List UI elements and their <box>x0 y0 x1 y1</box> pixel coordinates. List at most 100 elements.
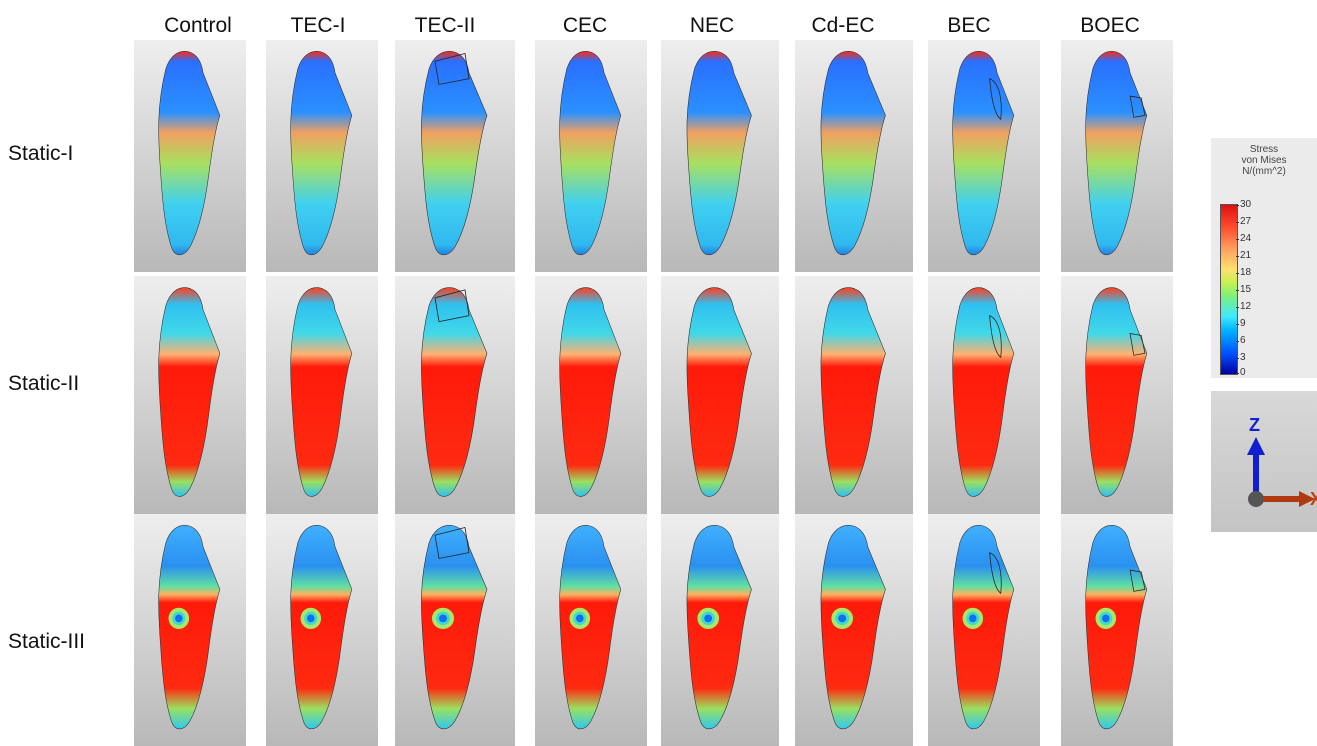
axis-triad-graphic: Z X <box>1247 415 1317 509</box>
legend-tick: 3 <box>1236 352 1246 363</box>
column-label-boec: BOEC <box>1080 14 1140 37</box>
tooth-model <box>952 287 1015 497</box>
row-label-static-ii: Static-II <box>8 372 80 395</box>
legend-tick: 18 <box>1235 267 1252 278</box>
axis-origin <box>1248 491 1264 507</box>
tooth-model <box>1085 51 1148 256</box>
stress-map-static-ii-nec <box>661 276 779 514</box>
restoration-outline <box>1129 569 1146 592</box>
column-label-bec: BEC <box>947 14 991 37</box>
stress-concentration-core <box>838 614 847 623</box>
stress-concentration-core <box>576 614 584 623</box>
restoration-outline <box>1129 95 1146 118</box>
stress-map-static-ii-control <box>134 276 246 514</box>
legend-tick: 6 <box>1236 335 1246 346</box>
tooth-model <box>952 525 1015 730</box>
tooth-model <box>158 51 221 256</box>
legend-title-line-3: N/(mm^2) <box>1242 166 1286 177</box>
x-axis-arrow-head <box>1299 491 1315 507</box>
column-label-nec: NEC <box>689 14 735 37</box>
row-label-static-i: Static-I <box>8 142 74 165</box>
restoration-outline <box>1129 333 1146 356</box>
stress-concentration-core <box>969 614 977 623</box>
legend-title-line-1: Stress <box>1249 144 1279 155</box>
tooth-model <box>686 51 752 256</box>
tooth-model <box>559 287 622 497</box>
stress-concentration-core <box>307 614 315 623</box>
tooth-model <box>290 525 353 730</box>
stress-map-static-ii-tec-i <box>266 276 378 514</box>
stress-map-static-iii-cd-ec <box>795 514 913 746</box>
column-label-tec-i: TEC-I <box>290 14 346 37</box>
x-axis-label: X <box>1310 489 1317 509</box>
stress-map-static-i-tec-ii <box>395 40 515 272</box>
tooth-model <box>559 51 622 256</box>
stress-concentration-core <box>175 614 183 623</box>
stress-map-static-iii-tec-ii <box>395 514 515 746</box>
legend-tick: 9 <box>1236 318 1246 329</box>
legend-tick: 15 <box>1235 284 1252 295</box>
stress-map-static-i-tec-i <box>266 40 378 272</box>
tooth-model <box>686 525 752 730</box>
z-axis-label: Z <box>1249 415 1260 435</box>
stress-map-static-i-nec <box>661 40 779 272</box>
stress-concentration-core <box>704 614 713 623</box>
column-label-control: Control <box>164 14 232 37</box>
stress-concentration-core <box>439 614 447 623</box>
restoration-outline <box>434 289 470 323</box>
column-label-tec-ii: TEC-II <box>414 14 476 37</box>
stress-map-static-iii-nec <box>661 514 779 746</box>
stress-map-static-iii-boec <box>1061 514 1173 746</box>
stress-map-static-ii-cd-ec <box>795 276 913 514</box>
tooth-model <box>421 51 488 256</box>
restoration-outline <box>989 78 1002 120</box>
tooth-model <box>559 525 622 730</box>
legend-title: Stress von Mises N/(mm^2) <box>1211 144 1317 177</box>
legend-tick: 24 <box>1235 233 1252 244</box>
axis-triad: Z X <box>1211 391 1317 532</box>
stress-map-static-ii-bec <box>928 276 1040 514</box>
stress-map-static-ii-cec <box>535 276 647 514</box>
stress-concentration-core <box>1102 614 1110 623</box>
restoration-outline <box>434 527 470 559</box>
row-label-static-iii: Static-III <box>8 630 86 653</box>
legend-tick: 21 <box>1235 250 1252 261</box>
stress-map-static-i-control <box>134 40 246 272</box>
tooth-model <box>952 51 1015 256</box>
stress-map-static-ii-tec-ii <box>395 276 515 514</box>
tooth-model <box>421 287 488 497</box>
tooth-model <box>158 525 221 730</box>
z-axis-arrow-head <box>1247 437 1265 455</box>
tooth-model <box>820 525 886 730</box>
legend-tick: 12 <box>1235 301 1252 312</box>
legend-color-bar <box>1220 204 1238 375</box>
legend-tick: 27 <box>1235 216 1252 227</box>
tooth-model <box>290 287 353 497</box>
tooth-model <box>820 287 886 497</box>
tooth-model <box>421 525 488 730</box>
stress-map-static-iii-tec-i <box>266 514 378 746</box>
legend-title-line-2: von Mises <box>1241 155 1287 166</box>
tooth-model <box>290 51 353 256</box>
stress-map-static-iii-cec <box>535 514 647 746</box>
stress-map-static-ii-boec <box>1061 276 1173 514</box>
legend-tick: 30 <box>1235 199 1252 210</box>
restoration-outline <box>989 315 1002 359</box>
column-label-cec: CEC <box>562 14 608 37</box>
stress-map-static-iii-control <box>134 514 246 746</box>
tooth-model <box>820 51 886 256</box>
stress-map-static-iii-bec <box>928 514 1040 746</box>
stress-map-static-i-boec <box>1061 40 1173 272</box>
tooth-model <box>1085 525 1148 730</box>
stress-map-static-i-cec <box>535 40 647 272</box>
restoration-outline <box>434 53 470 85</box>
column-label-cd-ec: Cd-EC <box>811 14 875 37</box>
stress-legend: Stress von Mises N/(mm^2) 30 27 24 21 18… <box>1211 138 1317 378</box>
restoration-outline <box>989 552 1002 594</box>
tooth-model <box>1085 287 1148 497</box>
tooth-model <box>158 287 221 497</box>
legend-tick: 0 <box>1236 367 1246 378</box>
stress-map-static-i-bec <box>928 40 1040 272</box>
stress-map-static-i-cd-ec <box>795 40 913 272</box>
tooth-model <box>686 287 752 497</box>
